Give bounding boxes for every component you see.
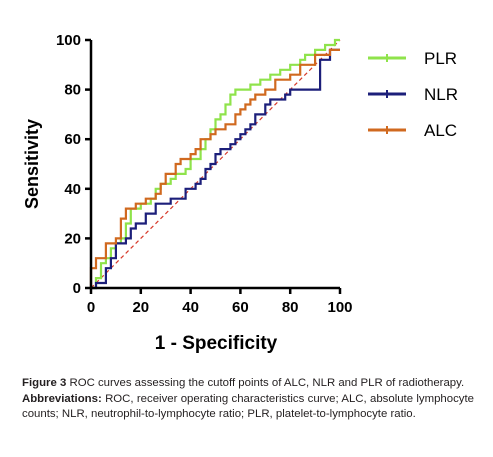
y-tick-label: 20 bbox=[64, 230, 81, 247]
series-line-alc bbox=[89, 48, 340, 288]
y-axis-title: Sensitivity bbox=[22, 119, 42, 209]
y-tick-label: 0 bbox=[73, 280, 81, 297]
caption-text: ROC curves assessing the cutoff points o… bbox=[69, 377, 465, 389]
y-tick-label: 40 bbox=[64, 181, 81, 198]
caption-abbreviations: Abbreviations: ROC, receiver operating c… bbox=[22, 392, 474, 423]
abbreviations-label: Abbreviations: bbox=[22, 392, 102, 405]
figure-caption: Figure 3 ROC curves assessing the cutoff… bbox=[22, 376, 474, 423]
x-tick-label: 100 bbox=[327, 299, 352, 316]
y-tick-label: 60 bbox=[64, 131, 81, 148]
series-layer bbox=[89, 38, 340, 290]
caption-label: Figure 3 bbox=[22, 377, 67, 389]
x-tick-label: 60 bbox=[232, 299, 249, 316]
y-tick-label: 80 bbox=[64, 82, 81, 99]
axes-layer bbox=[89, 40, 340, 290]
x-tick-label: 80 bbox=[282, 299, 299, 316]
ticks-layer: 0 20 40 60 80 100 0 20 40 60 80 100 bbox=[56, 32, 353, 316]
roc-chart: 0 20 40 60 80 100 0 20 40 60 80 100 1 - Specificity… bbox=[22, 32, 458, 354]
caption-main: Figure 3 ROC curves assessing the cutoff… bbox=[22, 376, 474, 392]
legend-label-nlr: NLR bbox=[424, 85, 458, 104]
series-line-nlr bbox=[91, 48, 340, 290]
x-tick-label: 0 bbox=[87, 299, 95, 316]
abbreviations-text: ROC, receiver operating characteristics … bbox=[22, 392, 474, 421]
legend: PLR NLR ALC bbox=[368, 49, 458, 140]
x-tick-label: 20 bbox=[132, 299, 149, 316]
legend-label-alc: ALC bbox=[424, 121, 457, 140]
x-tick-label: 40 bbox=[182, 299, 199, 316]
series-line-plr bbox=[91, 38, 340, 290]
x-axis-title: 1 - Specificity bbox=[155, 333, 278, 354]
y-tick-label: 100 bbox=[56, 32, 81, 49]
legend-label-plr: PLR bbox=[424, 49, 457, 68]
